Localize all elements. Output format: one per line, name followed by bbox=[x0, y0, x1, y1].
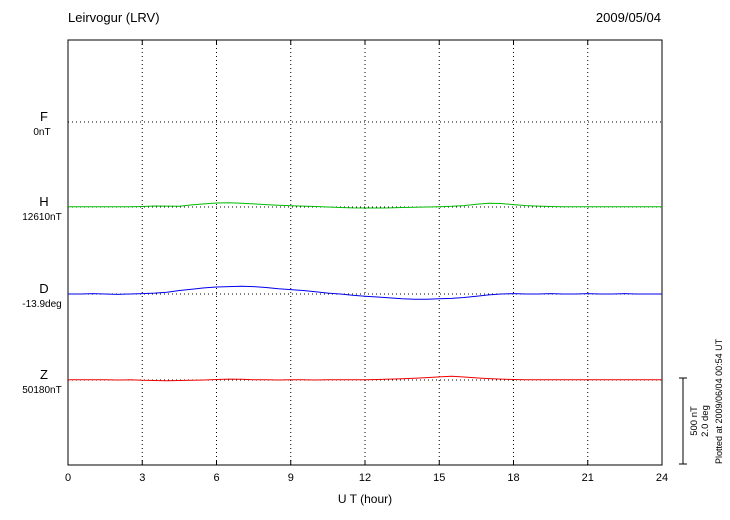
x-tick-label: 21 bbox=[582, 472, 594, 484]
x-tick-label: 18 bbox=[507, 472, 519, 484]
component-label-F: F bbox=[40, 109, 48, 124]
component-label-D: D bbox=[39, 281, 48, 296]
trace-D bbox=[68, 285, 662, 300]
component-baseline-value-Z: 50180nT bbox=[22, 385, 61, 396]
x-axis-ticks: 0 3 6 9 12 15 18 21 24 bbox=[65, 40, 668, 484]
component-labels: F 0nT H 12610nT D -13.9deg Z 50180nT bbox=[22, 109, 61, 396]
component-baseline-value-D: -13.9deg bbox=[22, 299, 61, 310]
x-tick-label: 15 bbox=[433, 472, 445, 484]
x-tick-label: 6 bbox=[213, 472, 219, 484]
gridlines bbox=[141, 40, 589, 465]
x-tick-label: 3 bbox=[139, 472, 145, 484]
plotted-at-note: Plotted at 2009/06/04 00:54 UT bbox=[714, 338, 724, 464]
scale-nt-label: 500 nT bbox=[689, 406, 700, 436]
traces bbox=[67, 202, 662, 382]
component-label-H: H bbox=[39, 194, 48, 209]
x-tick-label: 0 bbox=[65, 472, 71, 484]
station-title: Leirvogur (LRV) bbox=[68, 10, 160, 25]
scale-bar: 500 nT 2.0 deg bbox=[679, 377, 711, 465]
plot-date: 2009/05/04 bbox=[596, 10, 661, 25]
x-tick-label: 24 bbox=[656, 472, 668, 484]
scale-deg-label: 2.0 deg bbox=[700, 405, 711, 437]
component-baseline-value-F: 0nT bbox=[33, 127, 50, 138]
trace-H bbox=[68, 202, 662, 209]
x-tick-label: 9 bbox=[288, 472, 294, 484]
component-baseline-value-H: 12610nT bbox=[22, 212, 61, 223]
component-label-Z: Z bbox=[40, 367, 48, 382]
trace-Z bbox=[67, 375, 662, 382]
x-axis-label: U T (hour) bbox=[338, 492, 392, 506]
x-tick-label: 12 bbox=[359, 472, 371, 484]
